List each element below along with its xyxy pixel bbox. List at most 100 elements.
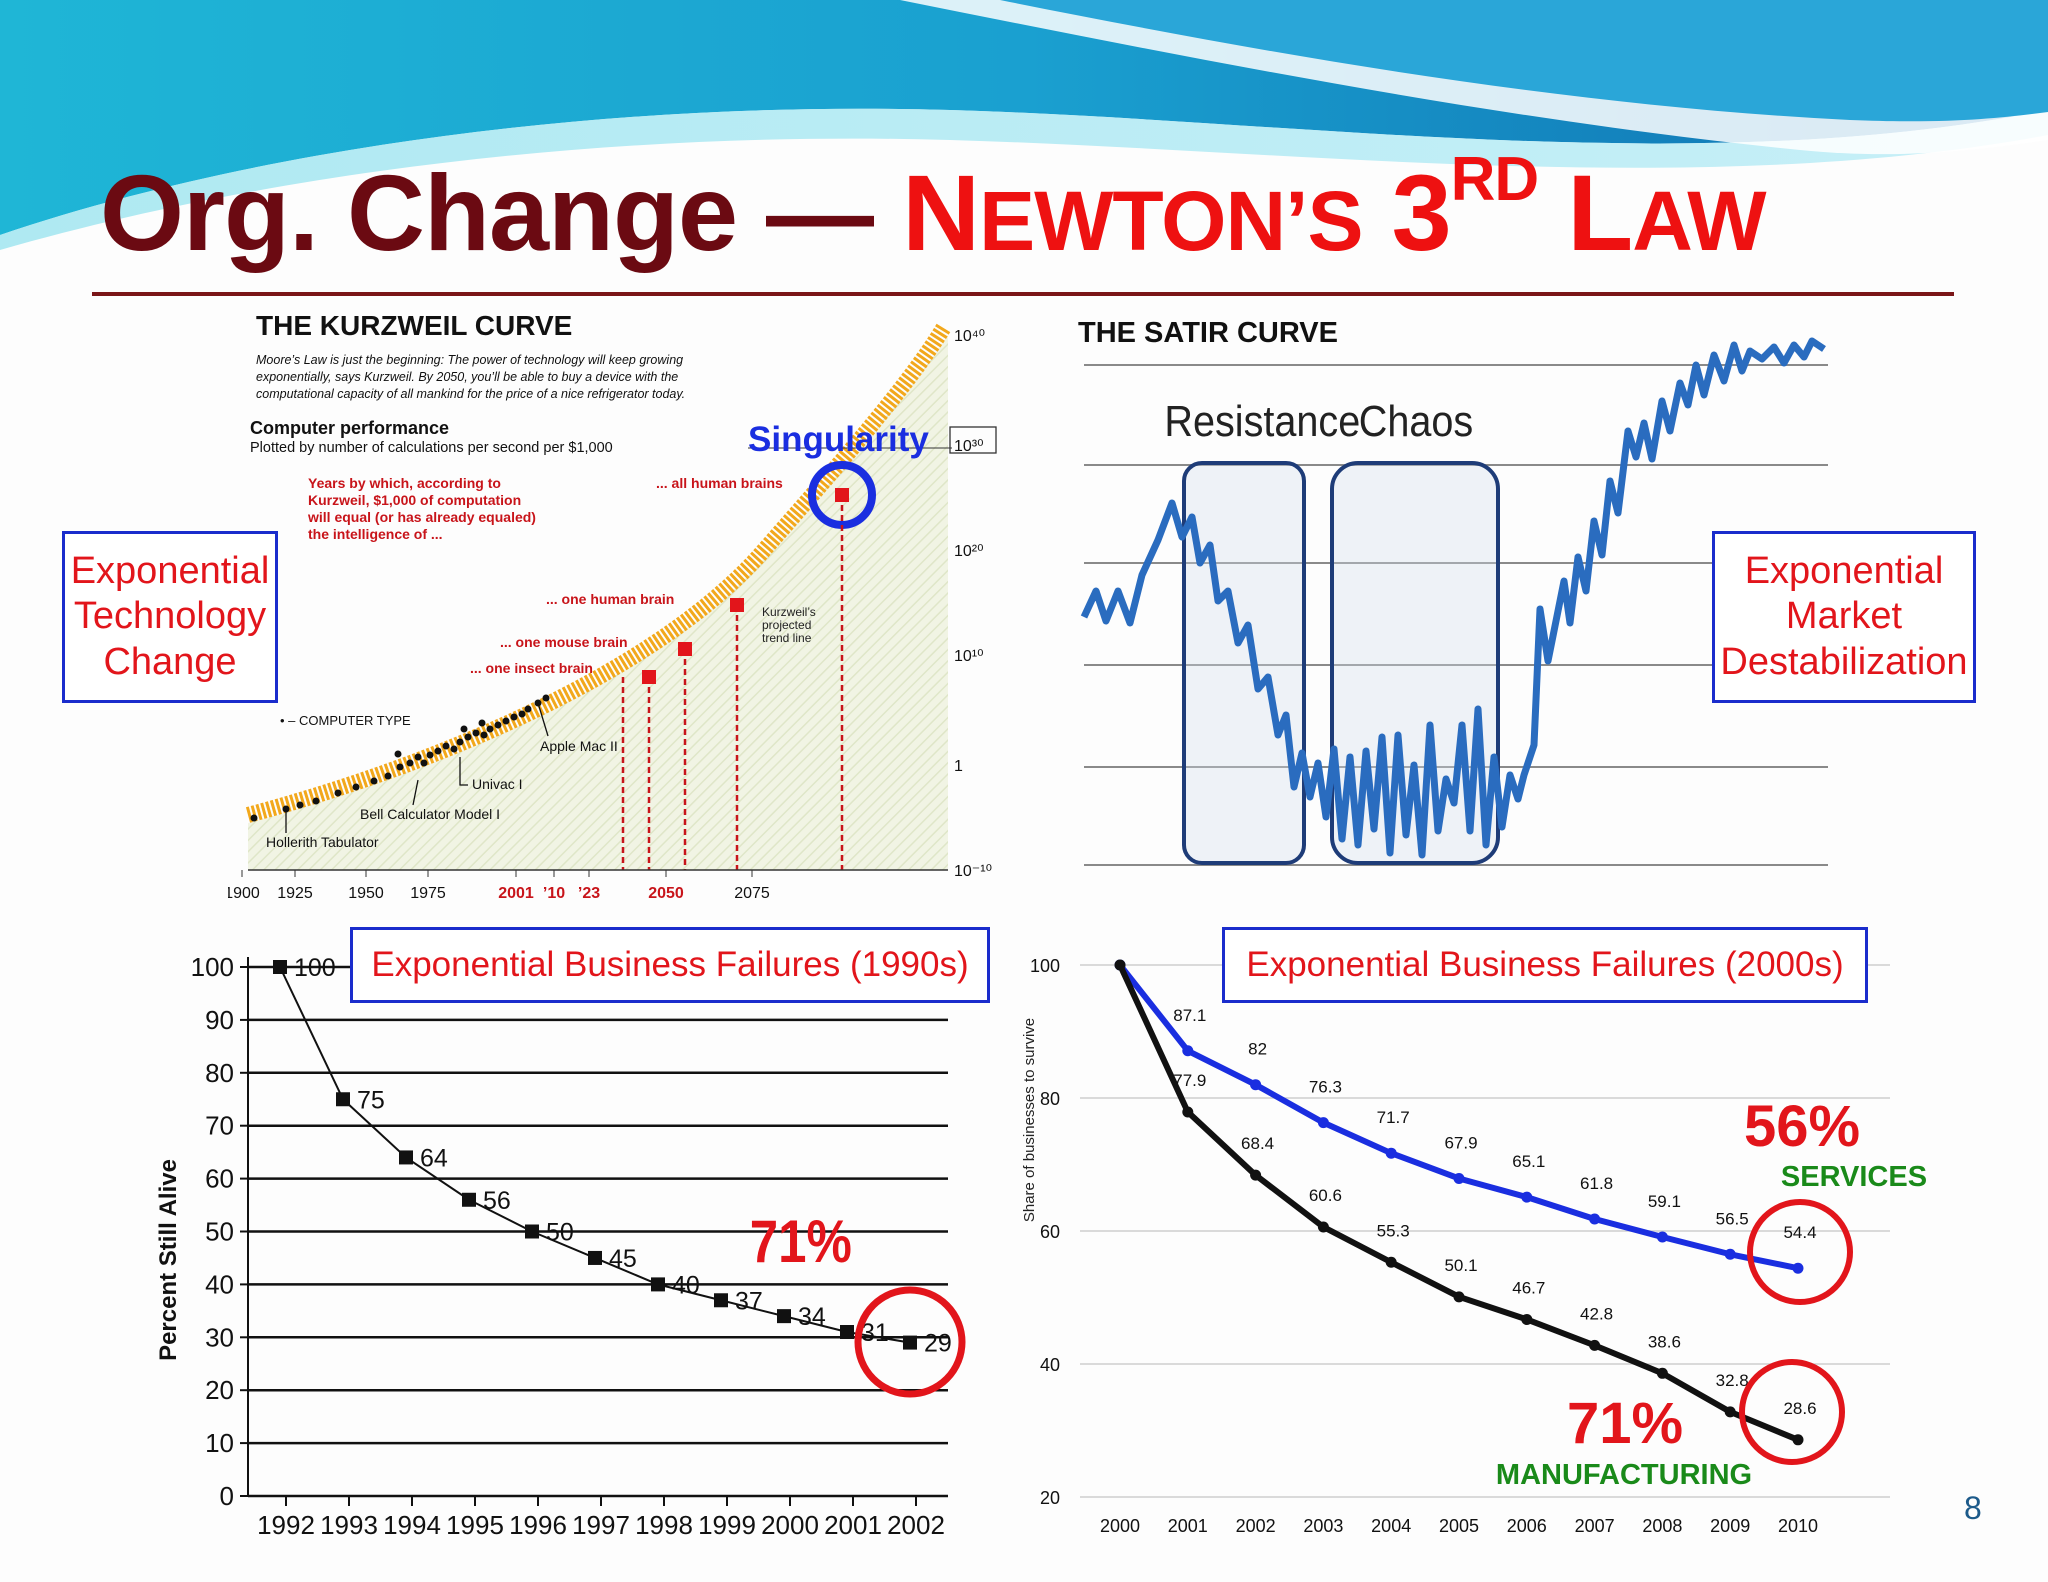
manufacturing-highlight [1739,1359,1845,1465]
data-point [1182,1106,1194,1118]
trend-label-2: projected [762,618,811,632]
data-label: 87.1 [1173,1006,1206,1025]
failures-1990s-title: Exponential Business Failures (1990s) [371,945,969,984]
computer-bell: Bell Calculator Model I [360,806,500,822]
y-tick-label: 40 [1040,1355,1060,1375]
y-tick-label: 100 [1030,956,1060,976]
trend-label-3: trend line [762,631,812,645]
years-note-2: Kurzweil, $1,000 of computation [308,492,521,508]
kurzweil-x-tick: 2050 [648,885,684,902]
data-label: 71.7 [1377,1108,1410,1127]
title-ewtons: EWTON’S [979,174,1363,268]
kurzweil-x-tick: 1950 [348,885,384,902]
title-l: L [1567,152,1633,273]
y-tick-label: 90 [205,1005,234,1035]
x-tick-label: 1998 [635,1510,693,1540]
y-tick-label: 50 [205,1217,234,1247]
data-point [1589,1339,1601,1351]
y-tick-label: 80 [1040,1089,1060,1109]
kurzweil-desc-3: computational capacity of all mankind fo… [256,387,685,401]
data-label: 28.6 [1783,1399,1816,1418]
data-label: 46.7 [1512,1278,1545,1297]
data-point [399,1150,413,1165]
milestone-human-brain: ... one human brain [546,591,674,607]
data-point [462,1192,476,1207]
kurzweil-y-tick: 10⁴⁰ [954,328,985,345]
data-point [588,1250,602,1265]
y-tick-label: 70 [205,1111,234,1141]
data-label: 45 [609,1245,637,1273]
data-label: 60.6 [1309,1186,1342,1205]
resistance-label: Resistance [1164,396,1360,445]
x-tick-label: 2005 [1439,1516,1479,1536]
data-point [651,1277,665,1292]
data-point [1521,1191,1533,1203]
data-label: 61.8 [1580,1174,1613,1193]
data-label: 82 [1248,1040,1267,1059]
data-label: 29 [924,1330,952,1358]
x-tick-label: 2001 [824,1510,882,1540]
data-point [1453,1291,1465,1303]
y-tick-label: 30 [205,1322,234,1352]
data-label: 64 [420,1144,448,1172]
kurzweil-y-axis: 10⁴⁰ 10³⁰ 10²⁰ 10¹⁰ 1 10⁻¹⁰ [954,328,992,880]
title-aw: AW [1632,174,1766,268]
y-tick-label: 10 [205,1428,234,1458]
years-note-1: Years by which, according to [308,475,501,491]
data-point [714,1293,728,1308]
data-point [1656,1231,1668,1243]
kurzweil-x-tick: 1900 [228,885,260,902]
data-point [1589,1213,1601,1225]
data-point [1250,1079,1262,1091]
milestone-markers [621,488,849,870]
manufacturing-label: MANUFACTURING [1496,1459,1752,1491]
title-n: N [902,152,980,273]
data-label: 50.1 [1444,1256,1477,1275]
failures-1990s-line [279,966,911,1344]
computer-hollerith: Hollerith Tabulator [266,834,379,850]
years-note-3: will equal (or has already equaled) [307,509,536,525]
failures-1990s-title-box: Exponential Business Failures (1990s) [350,927,990,1003]
x-tick-label: 2002 [887,1510,945,1540]
services-line [1117,963,1799,1272]
perf-heading: Computer performance [250,418,449,438]
singularity-label: Singularity [748,420,929,459]
manufacturing-pct: 71% [1567,1391,1683,1456]
x-tick-label: 2006 [1507,1516,1547,1536]
title-3: 3 [1391,152,1452,273]
data-label: 50 [546,1219,574,1247]
x-tick-label: 1992 [257,1510,315,1540]
data-point [1792,1262,1804,1274]
kurzweil-x-tick: ’23 [578,885,600,902]
data-point [1792,1434,1804,1446]
data-label: 67.9 [1444,1133,1477,1152]
y-tick-label: 60 [1040,1222,1060,1242]
exponential-market-destabilization-text: Exponential Market Destabilization [1720,549,1968,683]
data-label: 31 [861,1319,889,1347]
y-tick-label: 40 [205,1269,234,1299]
years-note-4: the intelligence of ... [308,526,443,542]
y-tick-label: 80 [205,1058,234,1088]
y-tick-label: 100 [191,952,234,982]
data-label: 55.3 [1377,1221,1410,1240]
manufacturing-line [1117,963,1800,1443]
satir-chart: THE SATIR CURVE Resistance Chaos [1078,317,1828,866]
failures-2000s-chart: 20 40 60 80 100 2000 2001 2002 2003 2004 2005 2006… [1021,956,1927,1536]
data-label: 75 [357,1086,385,1114]
computer-type-legend: • – COMPUTER TYPE [280,713,411,728]
computer-univac: Univac I [472,776,523,792]
data-point [273,960,287,974]
services-label: SERVICES [1781,1161,1927,1193]
services-pct: 56% [1744,1094,1860,1159]
x-tick-label: 1999 [698,1510,756,1540]
data-label: 59.1 [1648,1192,1681,1211]
data-point [1317,1117,1329,1129]
kurzweil-y-tick: 10³⁰ [954,438,984,455]
data-point [1114,959,1126,971]
services-highlight [1747,1199,1853,1305]
x-tick-label: 2001 [1168,1516,1208,1536]
failures-2000s-title: Exponential Business Failures (2000s) [1246,945,1844,984]
trend-label-1: Kurzweil’s [762,605,816,619]
data-point [840,1325,854,1340]
